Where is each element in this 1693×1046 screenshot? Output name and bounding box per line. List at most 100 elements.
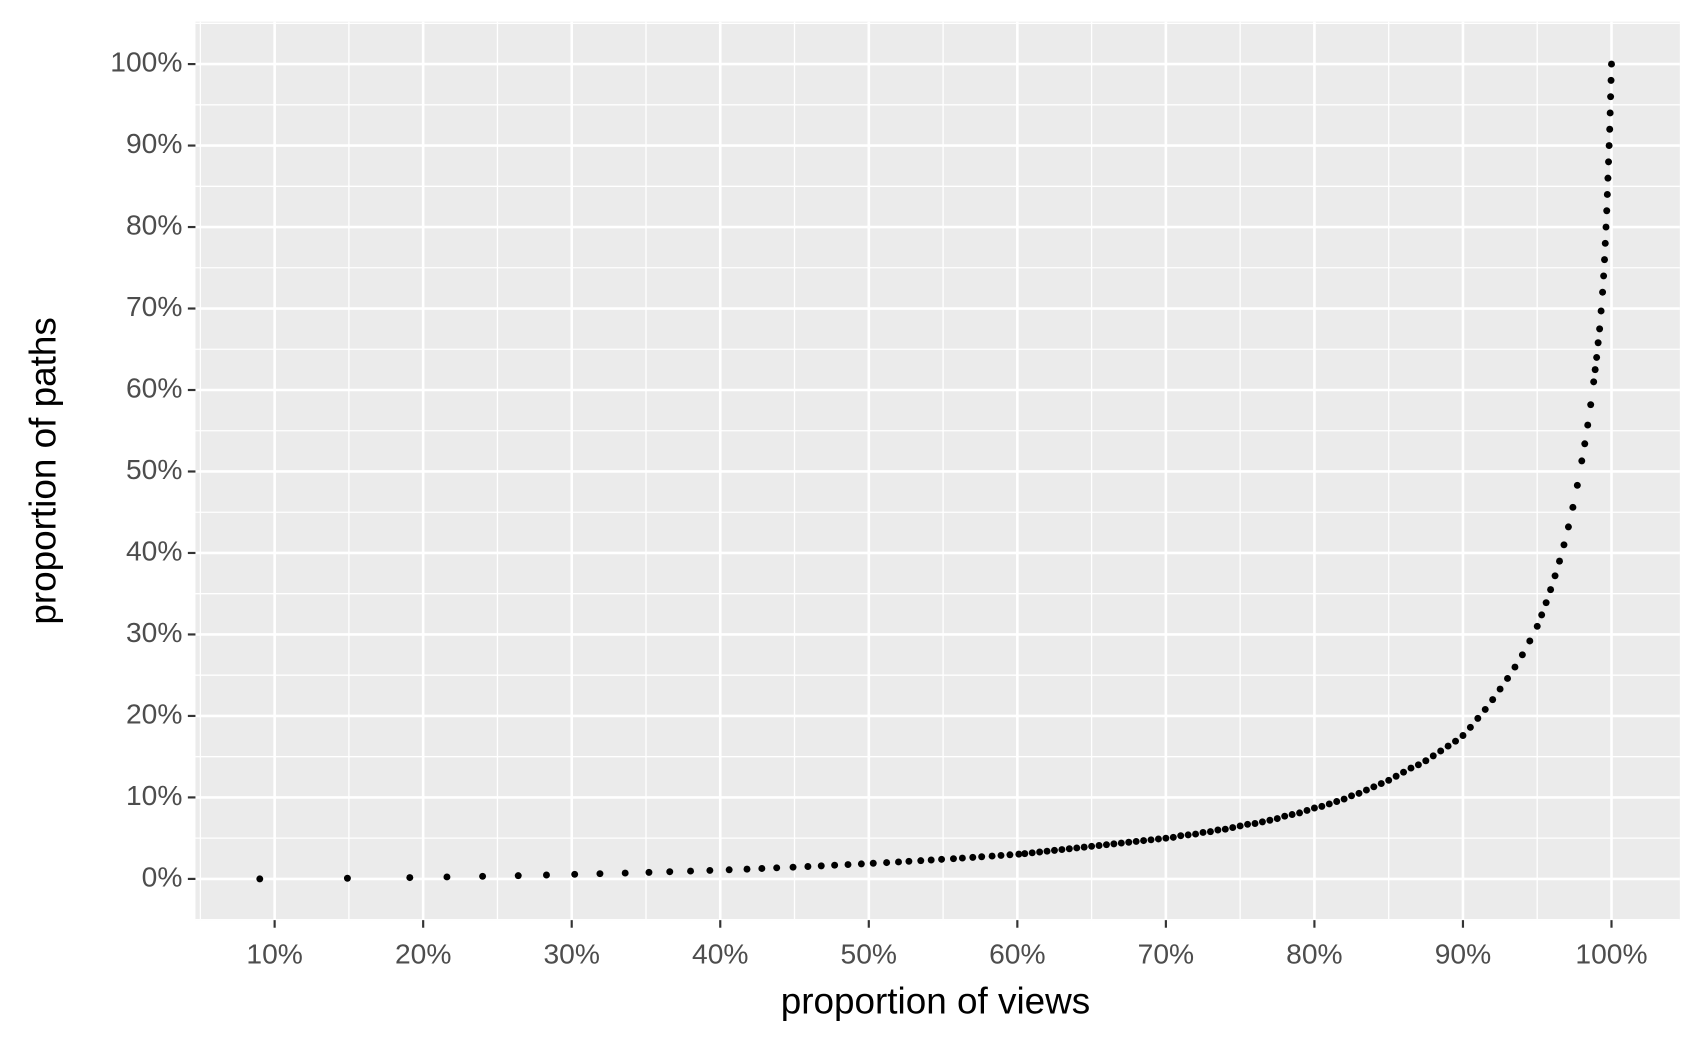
point <box>1147 836 1155 844</box>
point <box>1437 747 1445 755</box>
x-tick-label: 10% <box>246 937 302 969</box>
point <box>1377 780 1385 788</box>
point <box>1599 288 1607 296</box>
point <box>1597 307 1605 315</box>
point <box>1140 837 1148 845</box>
point <box>817 862 825 870</box>
point <box>869 859 877 867</box>
x-tick-label: 70% <box>1138 937 1194 969</box>
point <box>256 875 264 883</box>
x-tick-label: 60% <box>989 937 1045 969</box>
point <box>1117 839 1125 847</box>
point <box>1251 820 1259 827</box>
point <box>844 861 852 869</box>
point <box>927 856 935 864</box>
x-tick-label: 100% <box>1575 937 1647 969</box>
point <box>1028 849 1036 857</box>
point <box>1526 637 1534 645</box>
point <box>645 868 653 876</box>
point <box>1414 761 1422 769</box>
point <box>1192 830 1200 838</box>
point <box>1058 846 1066 854</box>
y-axis-title: proportion of paths <box>22 317 63 625</box>
point <box>883 859 891 867</box>
x-tick-label: 30% <box>543 937 599 969</box>
y-tick-label: 90% <box>126 127 182 159</box>
point <box>1602 223 1610 231</box>
point <box>857 860 865 868</box>
point <box>1551 572 1559 580</box>
point <box>1015 850 1023 858</box>
x-axis-title: proportion of views <box>781 980 1091 1021</box>
point <box>1214 826 1222 834</box>
point <box>1154 835 1162 843</box>
point <box>1206 828 1214 836</box>
point <box>1533 622 1541 630</box>
point <box>773 864 781 872</box>
point <box>1466 723 1474 731</box>
point <box>1452 737 1460 745</box>
point <box>1407 764 1415 772</box>
point <box>1021 850 1029 858</box>
point <box>1605 158 1613 166</box>
point <box>1607 93 1615 101</box>
point <box>969 853 977 861</box>
y-tick-label: 0% <box>142 860 183 892</box>
point <box>1036 848 1044 856</box>
y-tick-label: 100% <box>110 46 182 78</box>
point <box>1244 820 1252 828</box>
point <box>917 857 925 865</box>
point <box>1601 256 1608 264</box>
point <box>1325 800 1333 808</box>
point <box>1596 325 1604 333</box>
y-tick-label: 20% <box>126 697 182 729</box>
point <box>514 872 522 880</box>
point <box>571 870 579 878</box>
point <box>687 867 695 875</box>
point <box>1518 651 1526 659</box>
point <box>1504 674 1511 682</box>
point <box>1177 832 1185 840</box>
y-tick-label: 80% <box>126 208 182 240</box>
point <box>1560 541 1568 549</box>
point <box>666 868 674 876</box>
point <box>988 852 996 860</box>
point <box>1569 503 1577 511</box>
point <box>1281 812 1289 820</box>
point <box>1310 804 1318 812</box>
point <box>1444 742 1452 750</box>
point <box>997 851 1005 859</box>
y-tick-label: 70% <box>126 290 182 322</box>
point <box>1132 837 1140 845</box>
point <box>1481 705 1489 713</box>
point <box>1538 611 1546 619</box>
point <box>804 863 812 870</box>
point <box>1474 714 1482 722</box>
point <box>831 861 839 869</box>
point <box>1303 806 1311 814</box>
point <box>1385 776 1393 784</box>
point <box>1288 811 1296 819</box>
point <box>978 853 986 861</box>
point <box>1422 757 1430 765</box>
point <box>1578 457 1586 465</box>
x-tick-label: 80% <box>1286 937 1342 969</box>
point <box>1125 838 1133 846</box>
point <box>1600 272 1608 280</box>
point <box>1542 599 1550 607</box>
y-tick-label: 60% <box>126 371 182 403</box>
point <box>542 871 550 879</box>
point <box>1065 845 1073 853</box>
point <box>1547 586 1555 594</box>
point <box>621 869 629 877</box>
point <box>1236 822 1244 830</box>
point <box>443 873 451 881</box>
point <box>1102 841 1110 849</box>
point <box>1400 768 1408 776</box>
point <box>1051 846 1058 854</box>
point <box>1591 366 1599 374</box>
y-tick-label: 40% <box>126 534 182 566</box>
point <box>1594 339 1602 347</box>
point <box>895 858 902 866</box>
